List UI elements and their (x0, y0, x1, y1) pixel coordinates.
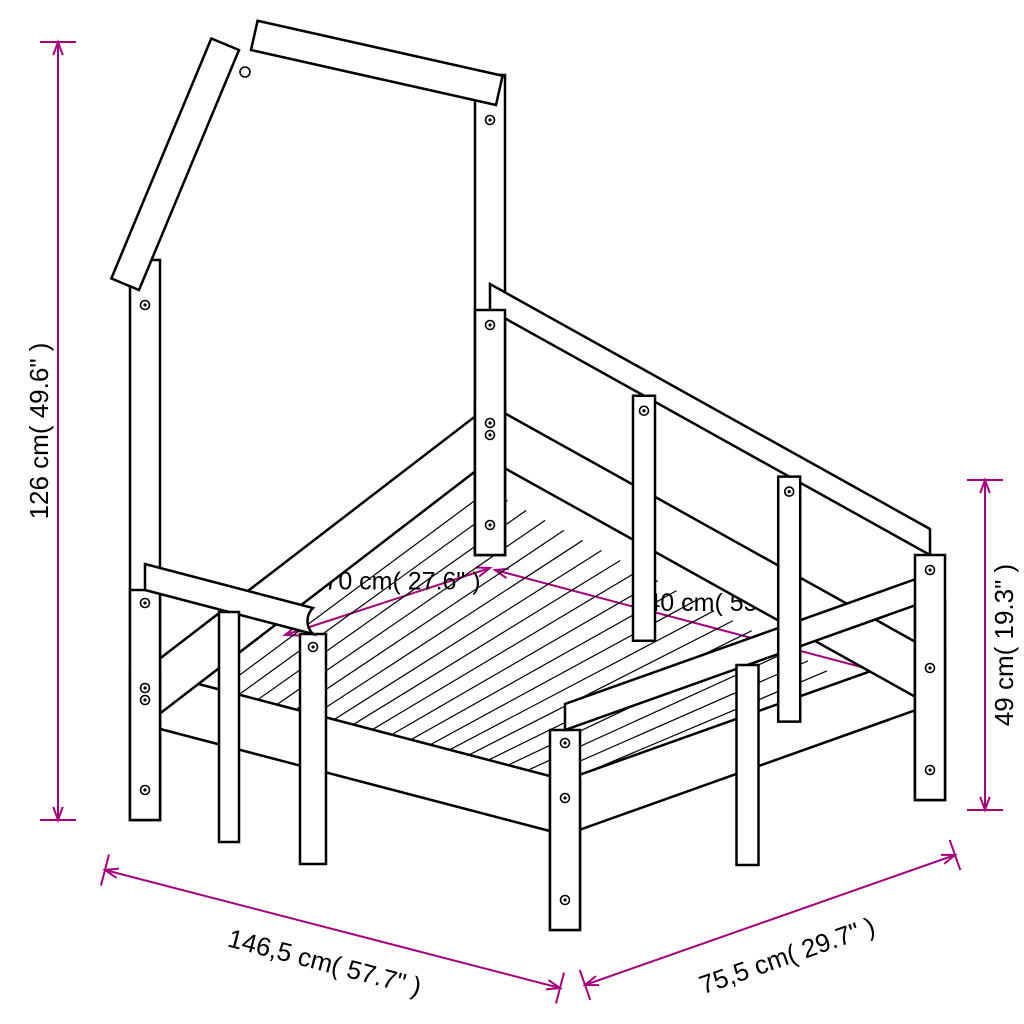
bed-frame-drawing (111, 21, 945, 930)
bed-dimension-diagram: 126 cm( 49.6" ) 49 cm( 19.3" ) 146,5 cm( 5… (0, 0, 1024, 1024)
dim-width-outer: 75,5 cm( 29.7" ) (695, 911, 879, 1000)
dim-mattress-width: 70 cm( 27.6" ) (324, 568, 480, 596)
dim-length-outer: 146,5 cm( 57.7" ) (225, 923, 425, 1002)
dim-height-side: 49 cm( 19.3" ) (989, 564, 1019, 726)
dim-height-total: 126 cm( 49.6" ) (24, 343, 54, 520)
